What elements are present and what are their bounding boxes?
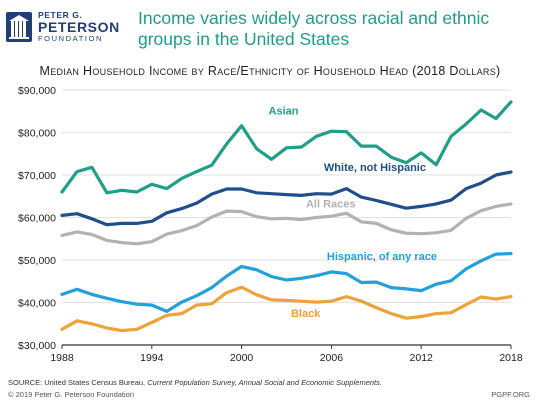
copyright-text: © 2019 Peter G. Peterson Foundation [8,390,135,399]
headline: Income varies widely across racial and e… [138,8,490,49]
y-tick-label: $60,000 [18,213,56,225]
x-tick-label: 2018 [499,352,523,364]
series-label-all-races: All Races [306,198,356,210]
y-tick-label: $50,000 [18,255,56,267]
y-tick-label: $80,000 [18,128,56,140]
y-tick-label: $70,000 [18,170,56,182]
x-tick-label: 1994 [140,352,164,364]
y-tick-label: $90,000 [18,85,56,97]
logo-line-2: PETERSON [38,19,120,35]
y-tick-label: $40,000 [18,298,56,310]
series-line-hispanic-of-any-race [60,252,513,313]
x-tick-label: 2012 [410,352,434,364]
y-tick-label: $30,000 [18,340,56,352]
chart-title: Median Household Income by Race/Ethnicit… [39,64,501,78]
series-label-hispanic-of-any-race: Hispanic, of any race [327,251,437,263]
logo-line-1: PETER G. [38,10,83,20]
series-line-all-races [60,202,513,246]
line-chart: $30,000 $40,000 $50,000 $60,000 $70,000 $80,0… [18,85,523,364]
series-line-black [60,285,513,333]
x-tick-label: 1988 [50,352,74,364]
series-line-asian [60,100,513,195]
site-link[interactable]: PGPF.ORG [491,390,530,399]
series-line-white-not-hispanic [60,170,513,227]
x-tick-label: 2006 [320,352,344,364]
torch-icon [6,12,32,42]
x-tick-label: 2000 [230,352,254,364]
logo-line-3: FOUNDATION [38,34,104,43]
series-label-white-not-hispanic: White, not Hispanic [324,162,426,174]
series-label-black: Black [291,308,321,320]
series-label-asian: Asian [269,106,299,118]
source-note: SOURCE: United States Census Bureau, Cur… [8,378,382,387]
pgpf-logo: PETER G. PETERSON FOUNDATION [6,10,132,50]
